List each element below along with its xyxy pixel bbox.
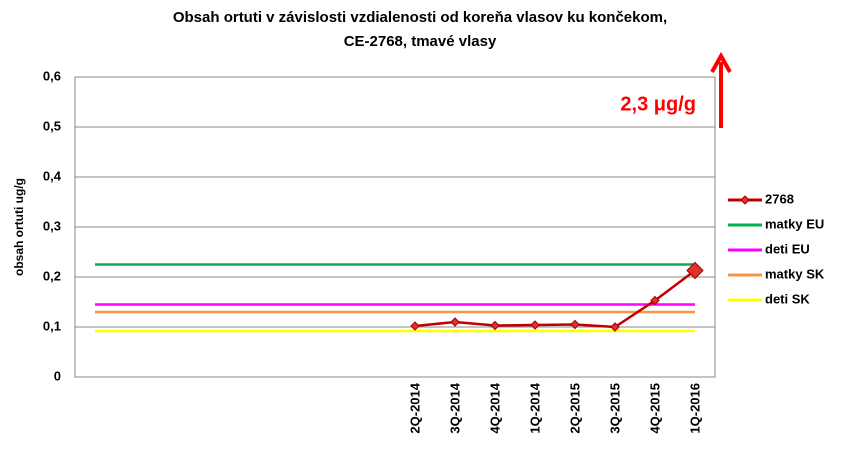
x-tick-label: 4Q-2015 [647, 383, 662, 434]
series-line [414, 269, 696, 329]
x-tick-label: 2Q-2015 [567, 383, 582, 434]
y-tick-label: 0,4 [43, 168, 62, 183]
chart-title: CE-2768, tmavé vlasy [344, 33, 497, 50]
data-point [610, 322, 620, 332]
chart-title: Obsah ortuti v závislosti vzdialenosti o… [173, 9, 667, 26]
x-tick-label: 1Q-2016 [687, 383, 702, 434]
legend-label: matky EU [765, 216, 824, 231]
x-tick-label: 4Q-2014 [487, 382, 502, 433]
y-tick-label: 0,1 [43, 318, 61, 333]
x-tick-label: 1Q-2014 [527, 382, 542, 433]
y-tick-label: 0,5 [43, 118, 61, 133]
legend-marker [740, 195, 750, 205]
arrow [710, 51, 732, 128]
data-point [570, 319, 580, 330]
data-point [490, 320, 500, 331]
legend-label: matky SK [765, 266, 825, 281]
legend-label: deti EU [765, 241, 810, 256]
data-point [410, 321, 420, 331]
legend-label: deti SK [765, 291, 810, 306]
y-tick-label: 0,2 [43, 268, 61, 283]
x-tick-label: 2Q-2014 [407, 382, 422, 433]
legend-label: 2768 [765, 191, 794, 206]
x-tick-label: 3Q-2014 [447, 382, 462, 433]
data-point [686, 261, 704, 280]
x-tick-label: 3Q-2015 [607, 383, 622, 434]
y-tick-label: 0,6 [43, 68, 61, 83]
data-point [530, 320, 540, 330]
data-point [450, 317, 460, 327]
y-axis-label: obsah ortuti ug/g [12, 178, 26, 276]
y-tick-label: 0 [54, 368, 61, 383]
annotation: 2,3 μg/g [620, 93, 696, 115]
y-tick-label: 0,3 [43, 218, 61, 233]
data-point [650, 295, 660, 306]
